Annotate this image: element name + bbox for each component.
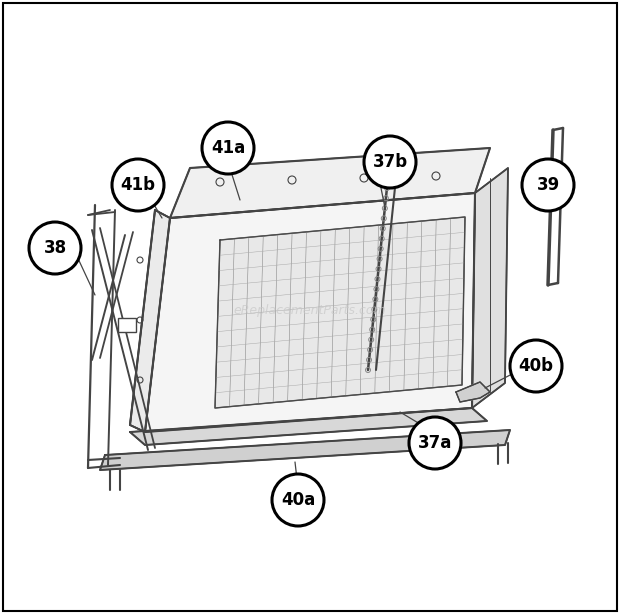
Polygon shape	[215, 217, 465, 408]
Circle shape	[364, 136, 416, 188]
Circle shape	[112, 159, 164, 211]
Circle shape	[272, 474, 324, 526]
Circle shape	[522, 159, 574, 211]
Text: 40b: 40b	[518, 357, 554, 375]
Circle shape	[409, 417, 461, 469]
Text: 37b: 37b	[373, 153, 407, 171]
Text: 38: 38	[43, 239, 66, 257]
Polygon shape	[130, 210, 170, 432]
Circle shape	[29, 222, 81, 274]
FancyBboxPatch shape	[118, 318, 136, 332]
Text: 41a: 41a	[211, 139, 245, 157]
Text: 40a: 40a	[281, 491, 315, 509]
Polygon shape	[170, 148, 490, 218]
Polygon shape	[472, 168, 508, 408]
Text: eReplacementParts.com: eReplacementParts.com	[234, 303, 386, 316]
Circle shape	[202, 122, 254, 174]
Text: 41b: 41b	[120, 176, 156, 194]
Polygon shape	[100, 430, 510, 470]
Polygon shape	[145, 193, 475, 432]
Polygon shape	[456, 382, 490, 402]
Polygon shape	[130, 408, 487, 445]
Text: 37a: 37a	[418, 434, 452, 452]
Text: 39: 39	[536, 176, 560, 194]
Circle shape	[510, 340, 562, 392]
